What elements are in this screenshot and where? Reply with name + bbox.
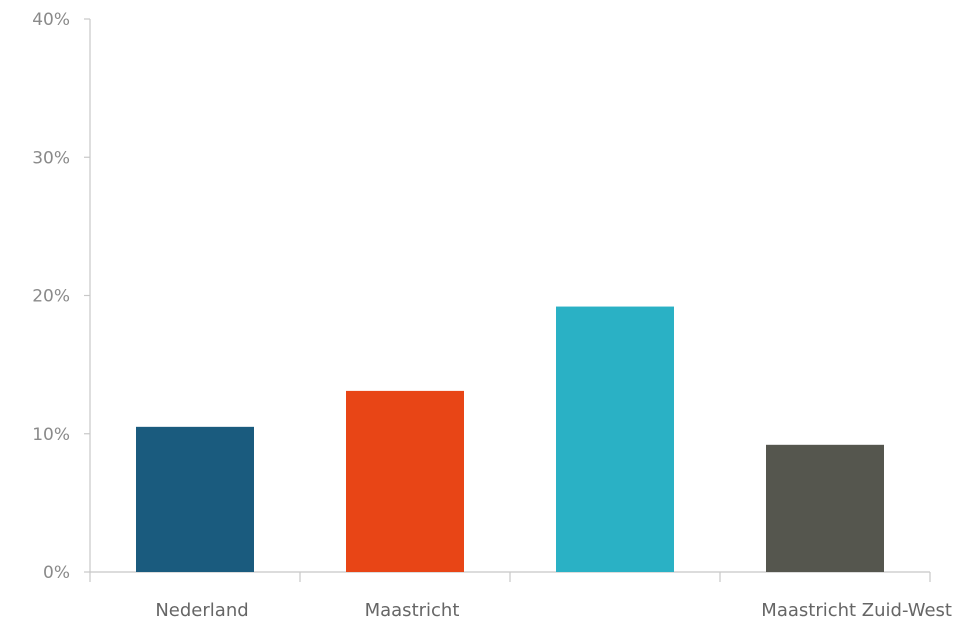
y-tick-label: 10% [32, 425, 70, 445]
y-tick-label: 0% [43, 563, 70, 583]
bars [136, 306, 884, 572]
y-axis: 0% 10% 20% 30% 40% [32, 10, 91, 583]
bar [136, 426, 254, 572]
y-tick-label: 40% [32, 10, 70, 30]
bar [346, 390, 464, 572]
y-tick-label: 30% [32, 148, 70, 168]
x-axis [89, 571, 931, 582]
bar [556, 306, 674, 572]
y-tick-label: 20% [32, 287, 70, 307]
category-labels: Nederland Maastricht Maastricht Zuid-West [155, 600, 952, 621]
x-category-label: Nederland [155, 600, 248, 621]
x-category-label: Maastricht Zuid-West [761, 600, 952, 621]
bar [766, 444, 884, 572]
x-category-label: Maastricht [365, 600, 460, 621]
